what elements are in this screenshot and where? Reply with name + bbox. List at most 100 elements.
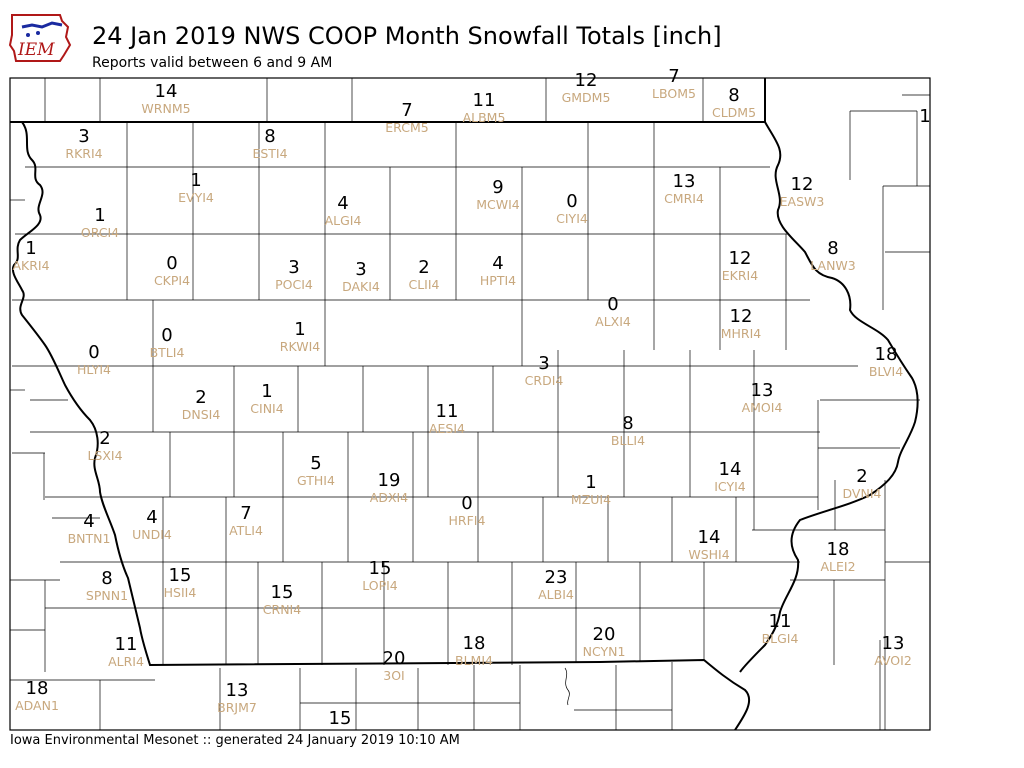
snowfall-value: 14 xyxy=(698,527,721,548)
station-id: AMOI4 xyxy=(742,400,783,415)
station-id: ORCI4 xyxy=(81,225,119,240)
station-id: DNSI4 xyxy=(182,407,221,422)
station-id: CKPI4 xyxy=(154,273,190,288)
snowfall-value: 12 xyxy=(575,70,598,91)
snowfall-value: 8 xyxy=(101,568,112,589)
snowfall-value: 2 xyxy=(99,428,110,449)
snowfall-value: 8 xyxy=(827,238,838,259)
station-id: SPNN1 xyxy=(86,588,128,603)
snowfall-value: 1 xyxy=(190,170,201,191)
station-id: UNDI4 xyxy=(132,527,172,542)
station-id: CMRI4 xyxy=(664,191,704,206)
map-title: 24 Jan 2019 NWS COOP Month Snowfall Tota… xyxy=(92,22,722,50)
station-id: CRNI4 xyxy=(263,602,301,617)
snowfall-value: 4 xyxy=(83,511,94,532)
snowfall-value: 20 xyxy=(593,624,616,645)
snowfall-value: 2 xyxy=(195,387,206,408)
snowfall-value: 0 xyxy=(461,493,472,514)
snowfall-value: 1 xyxy=(25,238,36,259)
snowfall-value: 7 xyxy=(668,66,679,87)
snowfall-value: 15 xyxy=(369,558,392,579)
station-id: RKRI4 xyxy=(65,146,102,161)
snowfall-value: 14 xyxy=(155,81,178,102)
station-id: NCYN1 xyxy=(583,644,626,659)
station-id: 3OI xyxy=(383,668,404,683)
station-id: GTHI4 xyxy=(297,473,335,488)
station-id: LSXI4 xyxy=(87,448,122,463)
iem-logo: IEM xyxy=(8,14,72,62)
station-id: MCWI4 xyxy=(476,197,520,212)
station-id: BRJM7 xyxy=(217,700,257,715)
station-id: LOPI4 xyxy=(362,578,398,593)
station-id: ALXI4 xyxy=(595,314,631,329)
snowfall-value: 12 xyxy=(730,306,753,327)
snowfall-value: 1 xyxy=(585,472,596,493)
station-id: WRNM5 xyxy=(141,101,190,116)
state-boundaries xyxy=(10,78,919,731)
snowfall-value: 23 xyxy=(545,567,568,588)
station-id: AESI4 xyxy=(429,421,465,436)
station-id: CRDI4 xyxy=(525,373,564,388)
station-id: HPTI4 xyxy=(480,273,516,288)
snowfall-value: 11 xyxy=(436,401,459,422)
snowfall-value: 12 xyxy=(791,174,814,195)
snowfall-value: 0 xyxy=(607,294,618,315)
snowfall-value: 5 xyxy=(310,453,321,474)
station-id: DAKI4 xyxy=(342,279,380,294)
map-subtitle: Reports valid between 6 and 9 AM xyxy=(92,55,333,71)
station-id: DVNI4 xyxy=(843,486,882,501)
station-id: POCI4 xyxy=(275,277,313,292)
snowfall-value: 3 xyxy=(538,353,549,374)
snowfall-value: 12 xyxy=(729,248,752,269)
station-id: HSII4 xyxy=(164,585,197,600)
station-id: RKWI4 xyxy=(280,339,320,354)
snowfall-value: 0 xyxy=(566,191,577,212)
station-id: AKRI4 xyxy=(12,258,49,273)
station-id: ALBM5 xyxy=(463,110,506,125)
snowfall-value: 18 xyxy=(827,539,850,560)
station-id: HLYI4 xyxy=(77,362,111,377)
station-id: BLMI4 xyxy=(455,653,493,668)
snowfall-value: 8 xyxy=(622,413,633,434)
snowfall-value: 14 xyxy=(719,459,742,480)
station-id: CLDM5 xyxy=(712,105,756,120)
station-id: BNTN1 xyxy=(68,531,111,546)
snowfall-value: 3 xyxy=(78,126,89,147)
station-id: CLII4 xyxy=(408,277,439,292)
snowfall-value: 11 xyxy=(769,611,792,632)
snowfall-value: 0 xyxy=(166,253,177,274)
station-id: MZUI4 xyxy=(571,492,611,507)
snowfall-value: 2 xyxy=(418,257,429,278)
snowfall-value: 9 xyxy=(492,177,503,198)
station-id: ALBI4 xyxy=(538,587,574,602)
snowfall-value: 11 xyxy=(473,90,496,111)
station-id: ALRI4 xyxy=(108,654,144,669)
snowfall-value: 7 xyxy=(401,100,412,121)
station-id: ESTI4 xyxy=(252,146,287,161)
station-id: EKRI4 xyxy=(722,268,758,283)
station-id: ICYI4 xyxy=(714,479,746,494)
map-frame xyxy=(9,77,931,731)
snowfall-value: 7 xyxy=(240,503,251,524)
station-id: BLGI4 xyxy=(762,631,799,646)
snowfall-value: 13 xyxy=(226,680,249,701)
snowfall-value: 4 xyxy=(492,253,503,274)
snowfall-value: 18 xyxy=(875,344,898,365)
station-id: EVYI4 xyxy=(178,190,214,205)
station-id: ALGI4 xyxy=(325,213,362,228)
station-id: MHRI4 xyxy=(721,326,762,341)
county-boundaries xyxy=(10,78,930,730)
snowfall-value: 15 xyxy=(169,565,192,586)
snowfall-value: 1 xyxy=(261,381,272,402)
snowfall-value: 19 xyxy=(378,470,401,491)
snowfall-value: 18 xyxy=(463,633,486,654)
station-id: WSHI4 xyxy=(688,547,729,562)
station-id: ATLI4 xyxy=(229,523,263,538)
footer-credit: Iowa Environmental Mesonet :: generated … xyxy=(10,733,460,748)
snowfall-value: 11 xyxy=(115,634,138,655)
snowfall-value: 20 xyxy=(383,648,406,669)
snowfall-value: 1 xyxy=(919,106,930,127)
station-id: ERCM5 xyxy=(385,120,428,135)
snowfall-value: 3 xyxy=(355,259,366,280)
